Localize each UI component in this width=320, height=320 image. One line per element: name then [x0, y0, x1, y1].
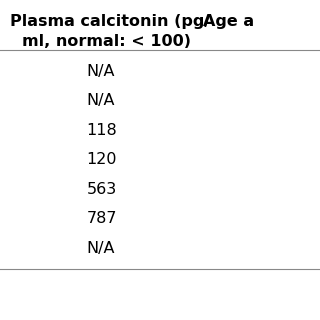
Text: 120: 120 [86, 152, 117, 167]
Text: 563: 563 [86, 182, 117, 197]
Text: N/A: N/A [86, 241, 115, 256]
Text: N/A: N/A [86, 93, 115, 108]
Text: N/A: N/A [86, 64, 115, 79]
Text: 118: 118 [86, 123, 117, 138]
Text: 787: 787 [86, 211, 117, 226]
Text: Age a: Age a [203, 14, 254, 29]
Text: Plasma calcitonin (pg/: Plasma calcitonin (pg/ [10, 14, 210, 29]
Text: ml, normal: < 100): ml, normal: < 100) [22, 34, 191, 49]
